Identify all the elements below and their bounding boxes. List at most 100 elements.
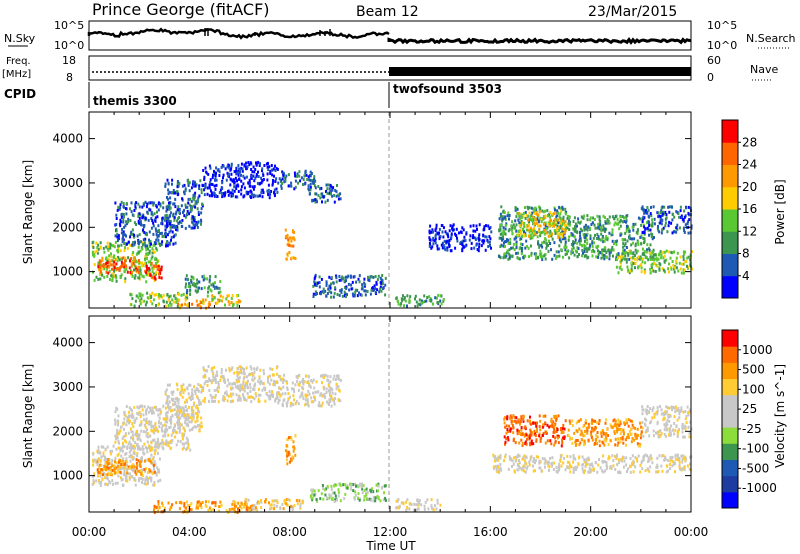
- power-cell: [473, 246, 476, 250]
- power-cell: [193, 219, 195, 223]
- power-cell: [581, 254, 583, 258]
- power-cell: [173, 225, 176, 229]
- velocity-cell: [148, 444, 151, 448]
- velocity-cell: [157, 500, 160, 504]
- power-cell: [661, 267, 664, 271]
- power-cell: [536, 221, 539, 225]
- power-cell: [266, 189, 269, 193]
- power-cell: [113, 267, 116, 271]
- velocity-cell: [119, 458, 122, 462]
- power-cell: [193, 226, 196, 230]
- power-cell: [156, 248, 159, 252]
- power-cell: [156, 235, 159, 239]
- velocity-cell: [124, 466, 127, 470]
- power-cell: [107, 245, 110, 249]
- velocity-cell: [99, 451, 102, 455]
- power-cell: [682, 258, 685, 262]
- velocity-cell: [292, 403, 294, 407]
- power-cell: [535, 231, 538, 235]
- velocity-cell: [155, 445, 158, 449]
- velocity-cell: [255, 394, 258, 398]
- power-cell: [549, 232, 551, 236]
- velocity-cell: [117, 460, 120, 464]
- velocity-cell: [288, 452, 291, 456]
- power-cell: [272, 179, 274, 182]
- power-cell: [236, 171, 239, 175]
- power-cell: [140, 240, 142, 244]
- power-cell: [177, 184, 180, 188]
- power-cell: [562, 217, 565, 221]
- velocity-cell: [97, 479, 100, 483]
- power-cell: [315, 192, 318, 196]
- power-cell: [174, 197, 177, 201]
- power-cell: [102, 262, 105, 266]
- velocity-cell: [413, 502, 416, 506]
- velocity-cell: [550, 442, 553, 446]
- velocity-cell: [99, 459, 102, 463]
- power-cell: [135, 201, 138, 205]
- velocity-cell: [210, 396, 213, 400]
- velocity-cell: [215, 370, 218, 374]
- velocity-cell: [248, 508, 251, 512]
- velocity-cell: [233, 371, 236, 375]
- power-cell: [116, 233, 119, 236]
- power-cell: [342, 277, 345, 281]
- power-cell: [206, 186, 209, 190]
- velocity-cell: [228, 382, 231, 386]
- power-cell: [314, 273, 317, 277]
- velocity-cell: [143, 459, 146, 463]
- velocity-cell: [153, 448, 156, 452]
- velocity-cell: [200, 506, 203, 510]
- power-cell: [133, 221, 136, 225]
- power-cell: [149, 201, 152, 205]
- power-cell: [586, 232, 589, 236]
- velocity-cell: [168, 400, 171, 404]
- power-cell: [92, 252, 95, 256]
- velocity-cell: [424, 500, 427, 504]
- power-cell: [594, 226, 597, 230]
- power-cell: [133, 259, 135, 263]
- power-cell: [619, 264, 622, 268]
- power-cell: [148, 238, 150, 242]
- velocity-cell: [177, 398, 180, 402]
- power-cell: [290, 239, 293, 243]
- velocity-cell: [193, 385, 195, 389]
- power-cell: [166, 196, 168, 199]
- velocity-cell: [554, 440, 557, 443]
- power-cell: [651, 224, 654, 228]
- power-cell: [220, 166, 223, 169]
- velocity-cell: [164, 506, 166, 510]
- power-cell: [557, 235, 560, 239]
- power-cell: [363, 284, 366, 288]
- velocity-cell: [311, 496, 314, 500]
- velocity-cell: [169, 439, 172, 443]
- power-cell: [309, 170, 312, 174]
- power-cell: [632, 222, 635, 226]
- velocity-cell: [110, 471, 113, 475]
- velocity-cell: [212, 379, 215, 382]
- velocity-cell: [118, 464, 121, 468]
- power-cell: [222, 295, 225, 299]
- velocity-cell: [152, 457, 154, 461]
- velocity-cell: [185, 436, 188, 440]
- power-cell: [377, 274, 380, 278]
- velocity-cell: [377, 484, 380, 488]
- power-cell: [606, 238, 609, 242]
- power-cell: [276, 167, 279, 171]
- velocity-cell: [150, 476, 153, 480]
- power-cell: [506, 249, 509, 253]
- power-cell: [682, 250, 685, 254]
- velocity-cell: [136, 405, 139, 409]
- velocity-cell: [181, 437, 184, 441]
- velocity-cell: [368, 497, 371, 501]
- velocity-cell: [234, 505, 237, 509]
- velocity-cell: [314, 390, 317, 394]
- velocity-cell: [272, 499, 275, 503]
- power-cell: [122, 230, 125, 234]
- velocity-cell: [544, 414, 547, 418]
- velocity-cell: [172, 397, 175, 401]
- power-cell: [216, 286, 219, 290]
- velocity-cell: [111, 464, 114, 468]
- velocity-cell: [149, 460, 152, 463]
- power-cell: [640, 223, 643, 227]
